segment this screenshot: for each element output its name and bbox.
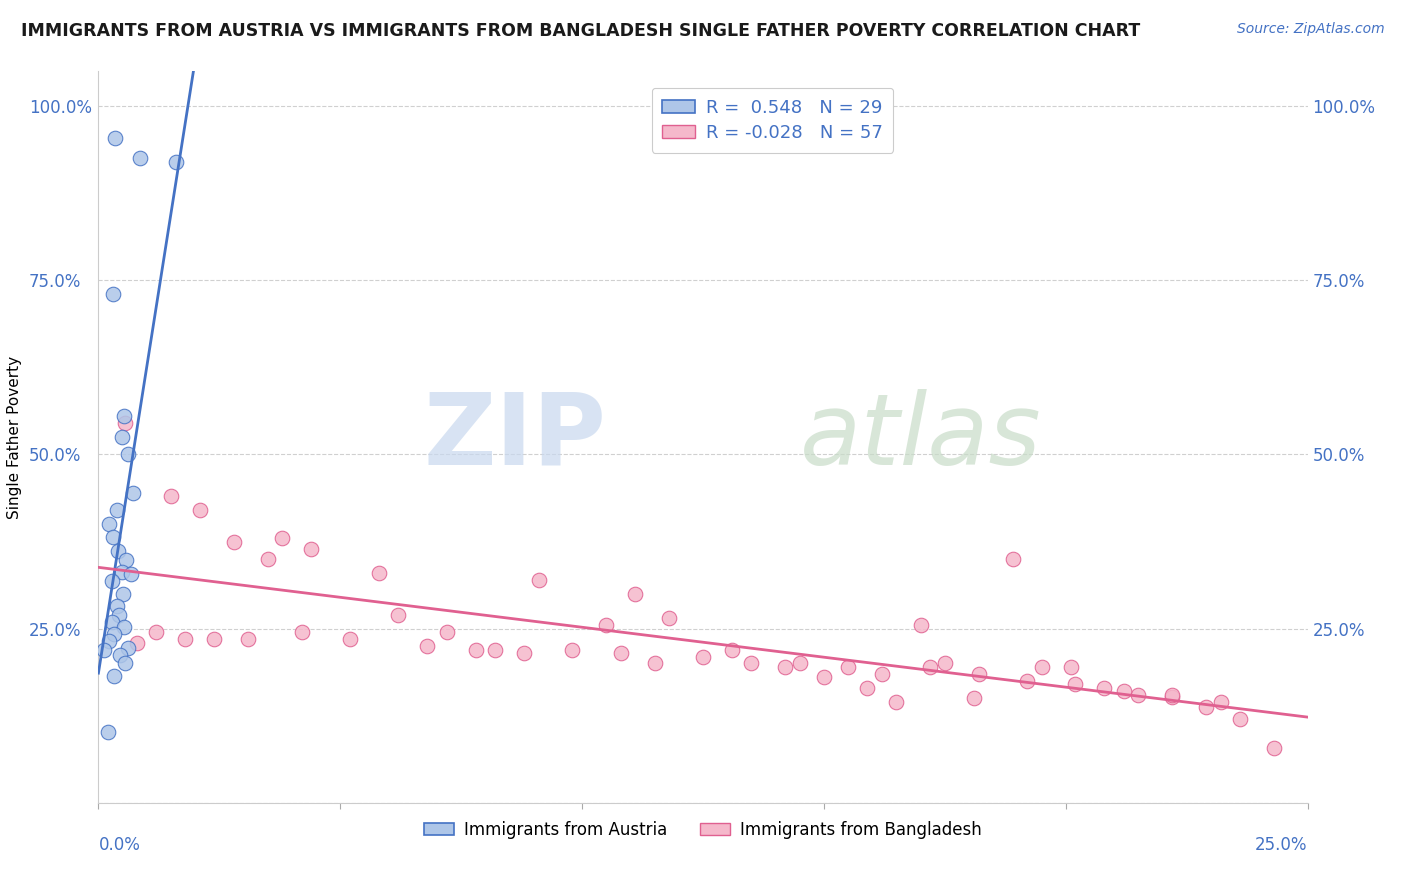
Point bbox=[967, 667, 990, 681]
Point bbox=[98, 517, 121, 532]
Point bbox=[174, 632, 197, 646]
Point bbox=[920, 660, 942, 674]
Point bbox=[1161, 688, 1184, 702]
Point bbox=[856, 681, 879, 695]
Point bbox=[107, 543, 129, 558]
Point bbox=[204, 632, 226, 646]
Point bbox=[1064, 677, 1087, 691]
Text: ZIP: ZIP bbox=[423, 389, 606, 485]
Point bbox=[103, 669, 125, 683]
Point bbox=[111, 430, 134, 444]
Point bbox=[120, 567, 142, 582]
Point bbox=[1229, 712, 1251, 726]
Point bbox=[256, 552, 278, 566]
Point bbox=[963, 691, 986, 706]
Point bbox=[107, 607, 129, 622]
Point bbox=[1015, 673, 1038, 688]
Point bbox=[290, 625, 312, 640]
Point bbox=[561, 642, 583, 657]
Point bbox=[222, 534, 245, 549]
Point bbox=[870, 667, 893, 681]
Point bbox=[238, 632, 260, 646]
Point bbox=[112, 409, 135, 424]
Point bbox=[101, 574, 124, 589]
Legend: Immigrants from Austria, Immigrants from Bangladesh: Immigrants from Austria, Immigrants from… bbox=[418, 814, 988, 846]
Point bbox=[387, 607, 409, 622]
Point bbox=[188, 503, 211, 517]
Point bbox=[721, 642, 744, 657]
Point bbox=[112, 620, 135, 634]
Point bbox=[1209, 695, 1232, 709]
Point bbox=[299, 541, 322, 556]
Point bbox=[127, 635, 149, 649]
Point bbox=[101, 287, 124, 301]
Point bbox=[1031, 660, 1053, 674]
Point bbox=[97, 724, 120, 739]
Point bbox=[1094, 681, 1116, 695]
Point bbox=[1161, 690, 1184, 704]
Point bbox=[886, 695, 908, 709]
Point bbox=[740, 657, 762, 671]
Point bbox=[1195, 699, 1218, 714]
Point bbox=[658, 611, 681, 625]
Point bbox=[101, 615, 124, 629]
Point bbox=[160, 489, 183, 503]
Point bbox=[93, 642, 115, 657]
Point bbox=[934, 657, 956, 671]
Point bbox=[114, 416, 136, 430]
Point bbox=[436, 625, 458, 640]
Point bbox=[1001, 552, 1024, 566]
Point bbox=[464, 642, 486, 657]
Point bbox=[1059, 660, 1081, 674]
Point bbox=[1128, 688, 1150, 702]
Point bbox=[104, 130, 127, 145]
Point bbox=[117, 448, 139, 462]
Point bbox=[112, 587, 135, 601]
Point bbox=[1263, 741, 1285, 756]
Point bbox=[121, 485, 143, 500]
Y-axis label: Single Father Poverty: Single Father Poverty bbox=[7, 356, 22, 518]
Point bbox=[692, 649, 714, 664]
Point bbox=[789, 657, 811, 671]
Point bbox=[368, 566, 391, 580]
Text: atlas: atlas bbox=[800, 389, 1042, 485]
Point bbox=[339, 632, 361, 646]
Point bbox=[165, 155, 187, 169]
Point bbox=[114, 657, 136, 671]
Point bbox=[624, 587, 647, 601]
Point bbox=[837, 660, 859, 674]
Point bbox=[484, 642, 506, 657]
Point bbox=[105, 503, 128, 517]
Point bbox=[108, 648, 131, 662]
Point bbox=[271, 531, 294, 545]
Point bbox=[610, 646, 633, 660]
Text: 25.0%: 25.0% bbox=[1256, 836, 1308, 854]
Text: IMMIGRANTS FROM AUSTRIA VS IMMIGRANTS FROM BANGLADESH SINGLE FATHER POVERTY CORR: IMMIGRANTS FROM AUSTRIA VS IMMIGRANTS FR… bbox=[21, 22, 1140, 40]
Text: Source: ZipAtlas.com: Source: ZipAtlas.com bbox=[1237, 22, 1385, 37]
Point bbox=[145, 625, 167, 640]
Point bbox=[527, 573, 550, 587]
Text: 0.0%: 0.0% bbox=[98, 836, 141, 854]
Point bbox=[644, 657, 666, 671]
Point bbox=[97, 634, 120, 648]
Point bbox=[105, 599, 128, 614]
Point bbox=[111, 565, 134, 579]
Point bbox=[1112, 684, 1135, 698]
Point bbox=[416, 639, 439, 653]
Point bbox=[103, 627, 125, 641]
Point bbox=[128, 152, 150, 166]
Point bbox=[773, 660, 796, 674]
Point bbox=[910, 618, 932, 632]
Point bbox=[513, 646, 536, 660]
Point bbox=[103, 530, 125, 544]
Point bbox=[595, 618, 617, 632]
Point bbox=[117, 641, 139, 656]
Point bbox=[813, 670, 835, 684]
Point bbox=[115, 553, 138, 567]
